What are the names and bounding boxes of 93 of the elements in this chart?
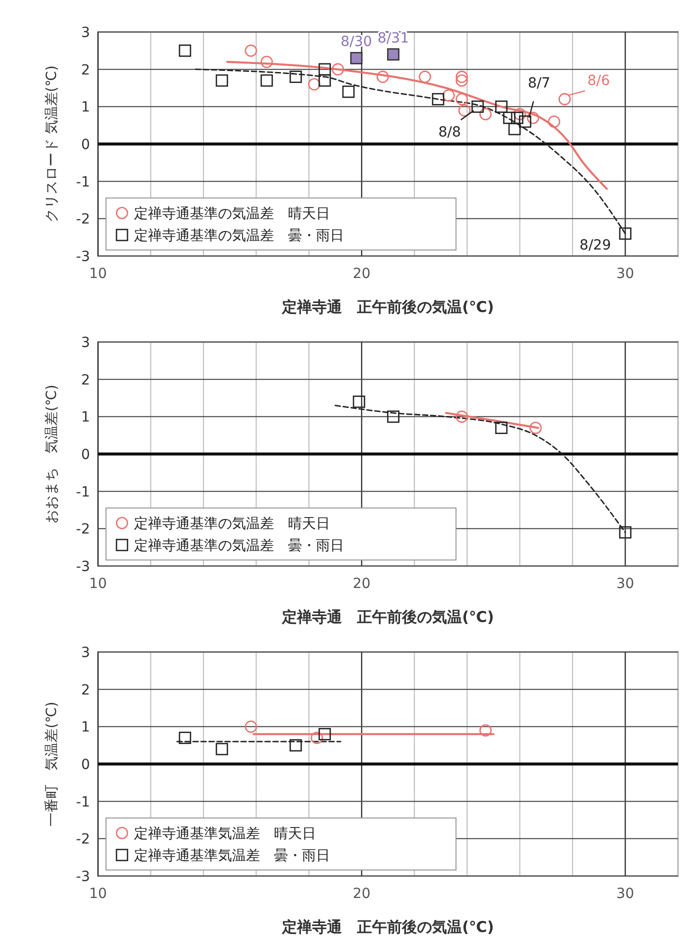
y-tick-label: -2 xyxy=(76,522,90,538)
point xyxy=(526,112,540,124)
point xyxy=(290,70,302,83)
x-axis-title: 定禅寺通 正午前後の気温(℃) xyxy=(281,298,494,316)
y-axis-title: 一番町 気温差(℃) xyxy=(44,702,60,826)
y-tick-label: -3 xyxy=(76,249,90,265)
annotation: 8/7 xyxy=(528,76,550,92)
point xyxy=(216,742,228,756)
point xyxy=(387,410,400,423)
y-tick-label: -2 xyxy=(76,832,90,848)
point xyxy=(342,86,355,98)
point xyxy=(376,70,389,83)
y-tick-label: 2 xyxy=(81,372,90,388)
y-tick-label: 1 xyxy=(81,100,90,116)
point xyxy=(244,44,258,57)
x-tick-label: 10 xyxy=(89,266,107,282)
point xyxy=(503,112,516,124)
y-tick-label: -2 xyxy=(76,212,90,228)
point xyxy=(178,44,192,57)
point xyxy=(332,63,344,76)
point xyxy=(418,70,432,83)
point xyxy=(518,115,532,128)
y-axis-title: おおまち 気温差(℃) xyxy=(44,384,60,524)
annotation: 8/8 xyxy=(438,124,461,141)
y-tick-label: -1 xyxy=(76,174,90,190)
legend-label: 定禅寺通基準の気温差 曇・雨日 xyxy=(134,538,344,554)
y-tick-label: 3 xyxy=(81,645,90,661)
point xyxy=(456,74,468,87)
x-axis-title: 定禅寺通 正午前後の気温(℃) xyxy=(281,918,494,936)
point xyxy=(495,100,508,113)
point xyxy=(511,112,524,124)
point xyxy=(318,74,331,87)
x-tick-label: 30 xyxy=(616,886,634,902)
point xyxy=(260,74,273,87)
legend-label: 定禅寺通基準気温差 晴天日 xyxy=(134,826,316,842)
point xyxy=(619,526,632,539)
point xyxy=(310,732,323,744)
point xyxy=(350,52,363,64)
point xyxy=(495,422,508,434)
y-tick-label: -1 xyxy=(76,794,90,810)
point xyxy=(558,93,571,106)
point xyxy=(244,720,258,733)
point xyxy=(260,56,273,68)
annotation: 8/6 xyxy=(587,73,610,90)
point xyxy=(432,93,444,106)
point xyxy=(456,70,468,83)
point xyxy=(508,122,521,136)
y-tick-label: 2 xyxy=(81,62,90,78)
point xyxy=(442,89,455,102)
y-tick-label: 0 xyxy=(81,757,90,773)
annotation: 8/29 xyxy=(580,238,611,254)
y-tick-label: 0 xyxy=(81,447,90,463)
x-tick-label: 20 xyxy=(352,576,371,592)
point xyxy=(387,48,400,61)
x-tick-label: 10 xyxy=(89,886,107,902)
legend-label: 定禅寺通基準の気温差 晴天日 xyxy=(134,516,330,532)
point xyxy=(529,422,542,434)
x-axis-title: 定禅寺通 正午前後の気温(℃) xyxy=(281,608,494,626)
y-tick-label: 1 xyxy=(81,410,90,426)
point xyxy=(479,724,492,737)
legend-label: 定禅寺通基準の気温差 晴天日 xyxy=(134,206,330,222)
x-tick-label: 20 xyxy=(352,266,371,282)
y-tick-label: 2 xyxy=(81,682,90,698)
y-tick-label: 1 xyxy=(81,720,90,736)
point xyxy=(479,108,492,120)
point xyxy=(456,93,468,106)
x-tick-label: 30 xyxy=(616,266,634,282)
point xyxy=(352,396,366,408)
point xyxy=(456,410,468,423)
y-axis-title: クリスロード 気温差(℃) xyxy=(44,65,60,223)
point xyxy=(514,108,526,120)
point xyxy=(471,100,484,113)
x-tick-label: 10 xyxy=(89,576,107,592)
y-tick-label: 3 xyxy=(81,25,90,41)
point xyxy=(308,78,320,90)
y-tick-label: -3 xyxy=(76,559,90,575)
point xyxy=(619,227,632,240)
legend-label: 定禅寺通基準気温差 曇・雨日 xyxy=(134,848,330,864)
point xyxy=(458,104,471,117)
x-tick-label: 20 xyxy=(352,886,371,902)
x-tick-label: 30 xyxy=(616,576,634,592)
point xyxy=(178,732,192,744)
y-tick-label: -1 xyxy=(76,484,90,500)
annotation: 8/31 xyxy=(378,30,409,46)
y-tick-label: -3 xyxy=(76,869,90,885)
point xyxy=(318,63,331,76)
point xyxy=(548,115,560,128)
point xyxy=(318,728,331,740)
legend-label: 定禅寺通基準の気温差 曇・雨日 xyxy=(134,228,344,244)
point xyxy=(290,739,302,752)
y-tick-label: 3 xyxy=(81,335,90,351)
y-tick-label: 0 xyxy=(81,137,90,153)
point xyxy=(216,74,228,87)
